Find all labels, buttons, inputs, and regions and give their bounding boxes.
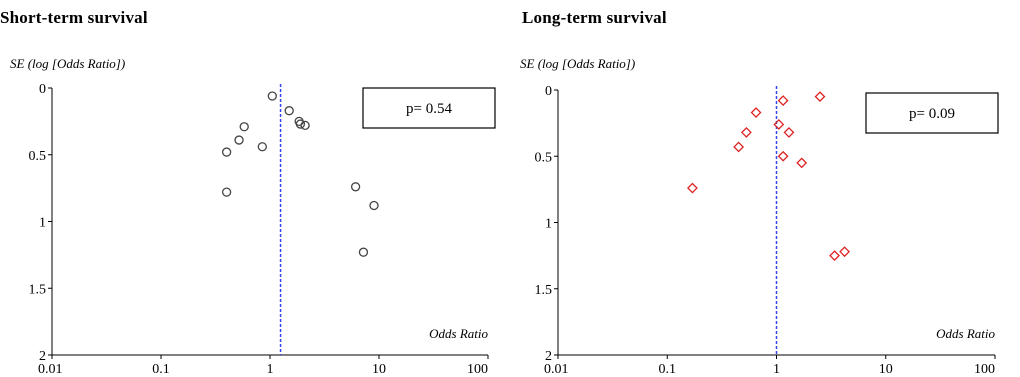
data-point [750, 107, 762, 118]
data-point [369, 200, 379, 211]
y-tick-label: 2 [545, 349, 552, 364]
y-tick-label: 0.5 [535, 150, 553, 165]
y-tick-label: 1.5 [29, 282, 47, 297]
y-tick-label: 2 [39, 349, 46, 364]
x-axis-label: Odds Ratio [936, 326, 995, 341]
data-point [796, 157, 808, 169]
x-tick-label: 1 [267, 362, 274, 377]
p-value-box [865, 92, 999, 134]
data-point [300, 120, 310, 131]
data-point [221, 147, 232, 157]
y-tick-label: 0 [545, 84, 552, 99]
x-tick-label: 1 [773, 362, 780, 377]
data-point [829, 250, 840, 262]
data-point [783, 126, 795, 138]
data-point [221, 187, 232, 197]
data-point [777, 150, 789, 162]
data-point [267, 91, 277, 101]
p-value-label: p= 0.54 [406, 101, 452, 117]
funnel-plot-long-term: SE (log [Odds Ratio]) 0 0.5 1 1.5 20.01 0.1 1 10… [520, 56, 999, 377]
x-tick-label: 10 [879, 362, 893, 377]
chart-title: Short-term survival [0, 8, 148, 27]
short-term-panel: Short-term survival SE (log [Odds Ratio]… [0, 8, 496, 377]
data-point [295, 119, 306, 129]
data-point [740, 126, 752, 138]
x-tick-label: 100 [974, 362, 995, 377]
x-tick-label: 0.01 [38, 362, 63, 377]
data-point [839, 246, 851, 258]
y-tick-label: 0.5 [29, 149, 47, 164]
y-axis-label: SE (log [Odds Ratio]) [10, 56, 125, 71]
funnel-plot-short-term: SE (log [Odds Ratio]) 0 0.5 1 1.5 20.01 0.1 1 10… [10, 56, 496, 377]
x-axis-label: Odds Ratio [429, 326, 488, 341]
p-value-label: p= 0.09 [909, 106, 955, 122]
x-tick-label: 100 [467, 362, 488, 377]
x-tick-label: 10 [372, 362, 386, 377]
data-point [358, 247, 369, 257]
data-point [687, 182, 698, 194]
data-point [350, 182, 361, 192]
p-value-box [362, 87, 496, 129]
data-point [773, 119, 785, 130]
data-point [777, 95, 789, 107]
x-tick-label: 0.01 [544, 362, 569, 377]
x-tick-label: 0.1 [659, 362, 677, 377]
y-tick-label: 1 [545, 217, 552, 232]
chart-title: Long-term survival [522, 8, 667, 27]
data-point [284, 106, 294, 116]
data-point [239, 122, 249, 132]
y-axis-label: SE (log [Odds Ratio]) [520, 56, 635, 71]
data-point [814, 91, 826, 103]
data-point [257, 142, 267, 152]
data-point [234, 135, 244, 145]
y-tick-label: 1 [39, 216, 46, 231]
long-term-panel: Long-term survival SE (log [Odds Ratio])… [510, 0, 1020, 377]
y-tick-label: 1.5 [535, 283, 553, 298]
y-tick-label: 0 [39, 82, 46, 97]
data-point [733, 141, 745, 153]
x-tick-label: 0.1 [152, 362, 170, 377]
